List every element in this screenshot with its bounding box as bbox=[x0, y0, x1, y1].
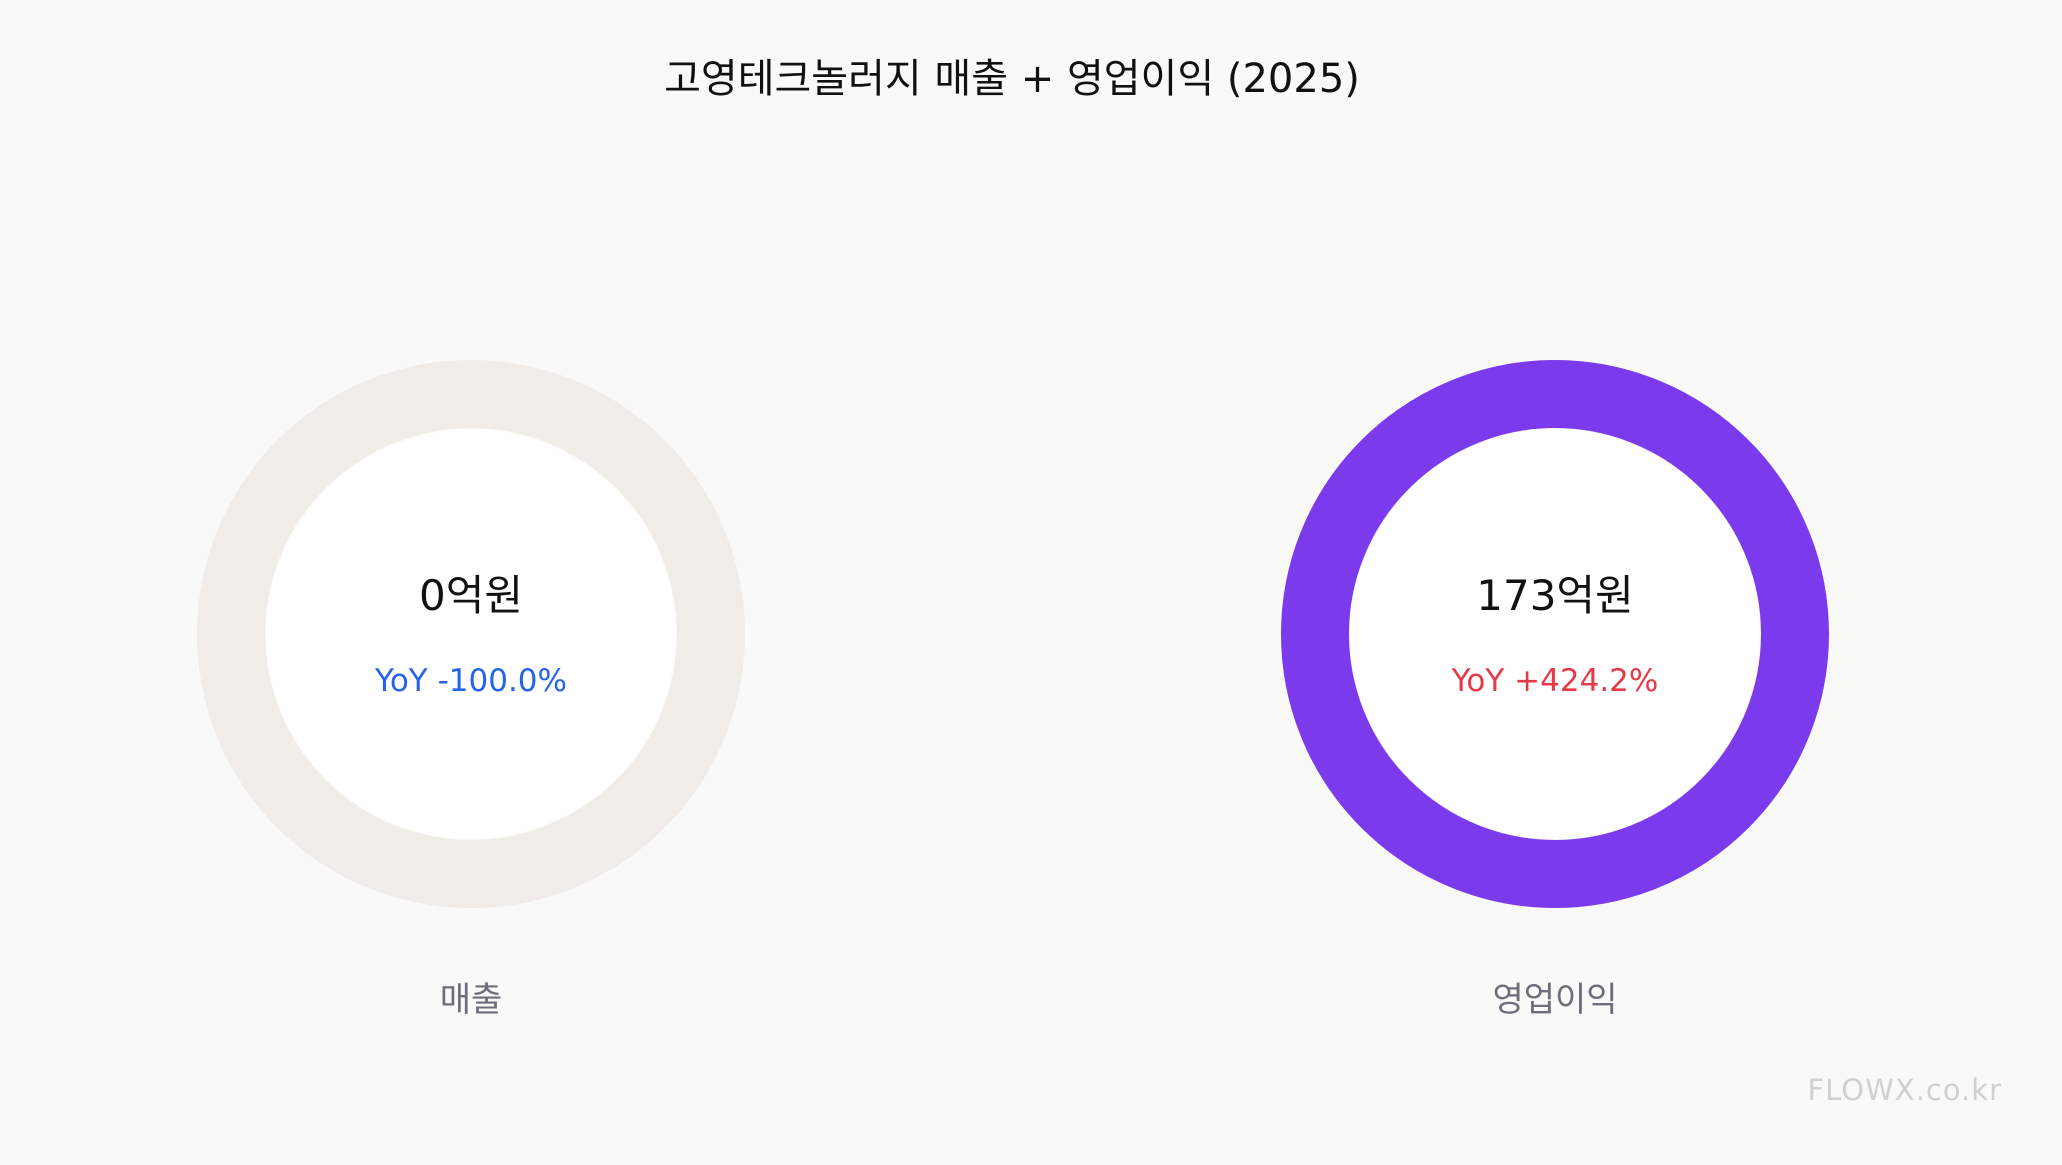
donut-group-revenue: 0억원 YoY -100.0% 매출 bbox=[197, 360, 745, 1020]
donut-center-revenue bbox=[266, 429, 676, 839]
donut-group-operating-profit: 173억원 YoY +424.2% 영업이익 bbox=[1281, 360, 1829, 1020]
donut-center-operating-profit bbox=[1350, 429, 1760, 839]
value-label-operating-profit: 173억원 bbox=[1476, 571, 1633, 620]
donut-ring-operating-profit bbox=[1281, 360, 1829, 908]
watermark: FLOWX.co.kr bbox=[1807, 1073, 2002, 1107]
chart-title: 고영테크놀러지 매출 + 영업이익 (2025) bbox=[664, 56, 1360, 102]
value-label-revenue: 0억원 bbox=[419, 571, 523, 620]
category-label-operating-profit: 영업이익 bbox=[1492, 980, 1617, 1020]
donut-ring-revenue bbox=[197, 360, 745, 908]
category-label-revenue: 매출 bbox=[440, 980, 503, 1020]
yoy-label-revenue: YoY -100.0% bbox=[374, 663, 567, 699]
yoy-label-operating-profit: YoY +424.2% bbox=[1451, 663, 1659, 699]
